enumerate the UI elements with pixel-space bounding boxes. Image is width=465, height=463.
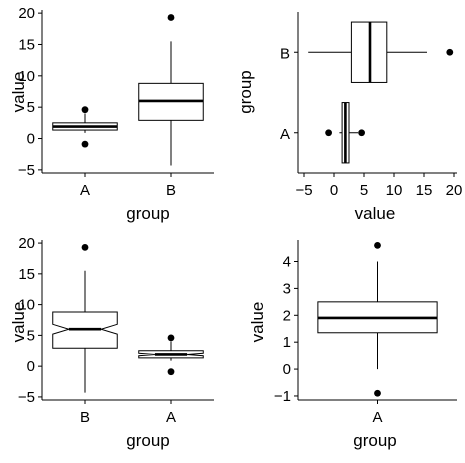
y-tick-label: −1: [274, 388, 291, 405]
outlier-point: [81, 140, 89, 148]
y-tick-label: A: [280, 126, 290, 143]
y-tick-label: 2: [283, 307, 291, 324]
x-tick-label: B: [166, 182, 176, 199]
y-axis-title: value: [248, 302, 267, 343]
y-tick-label: 1: [283, 334, 291, 351]
x-axis-title: group: [126, 204, 169, 223]
y-tick-label: 0: [27, 358, 35, 375]
y-tick-label: 15: [18, 266, 35, 283]
outlier-point: [81, 243, 89, 251]
y-axis-title: value: [9, 302, 28, 343]
outlier-point: [325, 129, 332, 137]
y-tick-label: 3: [283, 280, 291, 297]
y-tick-label: 15: [18, 36, 35, 53]
y-tick-label: B: [280, 45, 290, 62]
x-tick-label: A: [372, 409, 382, 426]
x-tick-label: 0: [330, 182, 338, 199]
x-axis-title: value: [355, 204, 396, 223]
y-tick-label: 10: [18, 68, 35, 85]
y-tick-label: 0: [27, 131, 35, 148]
x-tick-label: 10: [386, 182, 403, 199]
y-tick-label: 20: [18, 5, 35, 22]
y-tick-label: 4: [283, 254, 291, 271]
x-tick-label: −5: [295, 182, 312, 199]
x-tick-label: 15: [416, 182, 433, 199]
outlier-point: [167, 368, 175, 376]
x-tick-label: 20: [446, 182, 463, 199]
y-tick-label: 5: [27, 99, 35, 116]
y-axis-title: group: [236, 70, 255, 113]
y-axis-title: value: [9, 72, 28, 113]
x-axis-title: group: [353, 431, 396, 450]
outlier-point: [374, 389, 381, 397]
x-tick-label: A: [80, 182, 90, 199]
y-tick-label: −5: [18, 389, 35, 406]
outlier-point: [167, 14, 175, 21]
outlier-point: [374, 241, 381, 249]
outlier-point: [446, 48, 454, 56]
y-tick-label: 5: [27, 327, 35, 344]
y-tick-label: −5: [18, 162, 35, 179]
x-axis-title: group: [126, 431, 169, 450]
outlier-point: [167, 334, 175, 342]
x-tick-label: 5: [360, 182, 368, 199]
y-tick-label: 10: [18, 297, 35, 314]
x-tick-label: A: [166, 409, 176, 426]
outlier-point: [81, 106, 89, 114]
y-tick-label: 0: [283, 361, 291, 378]
y-tick-label: 20: [18, 235, 35, 252]
x-tick-label: B: [80, 409, 90, 426]
outlier-point: [358, 129, 365, 137]
